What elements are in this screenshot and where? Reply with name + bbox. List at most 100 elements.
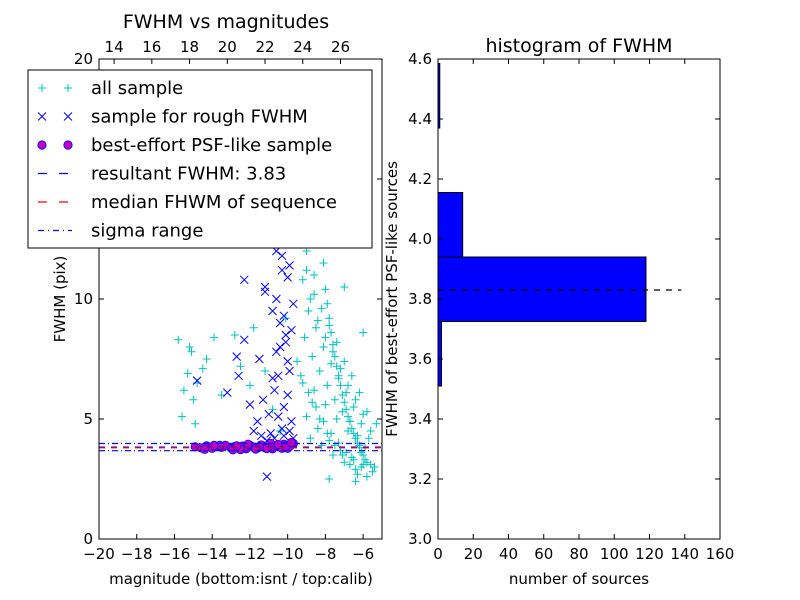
all-sample-point (202, 355, 211, 363)
all-sample-point (268, 405, 277, 414)
rough-sample-point (222, 388, 232, 397)
all-sample-point (362, 472, 371, 481)
histogram-axes: 0 20 40 60 80 100 120 140 160 3.0 3.2 3.4 3.6 3.8 4.0 4… (408, 50, 734, 563)
all-sample-point (185, 343, 194, 351)
rough-sample-point (283, 390, 293, 400)
legend-item: sigma range (38, 221, 203, 242)
psf-sample-point (250, 444, 261, 454)
histogram-xtick-label: 0 (433, 545, 443, 563)
rough-sample-point (288, 299, 298, 309)
all-sample-point (359, 328, 368, 337)
all-sample-point (210, 333, 219, 342)
all-sample-point (368, 467, 377, 476)
histogram-ytick-label: 3.0 (408, 530, 432, 548)
histogram-ytick-label: 3.4 (408, 410, 432, 428)
histogram-xtick-label: 120 (635, 545, 664, 563)
all-sample-point (198, 364, 207, 373)
all-sample-point (302, 266, 311, 275)
histogram-bar-2 (438, 192, 464, 258)
histogram-xtick-label: 40 (499, 545, 518, 563)
all-sample-point (366, 427, 375, 435)
all-sample-point (304, 388, 313, 397)
all-sample-point (306, 295, 315, 303)
scatter-title: FWHM vs magnitudes (123, 11, 329, 33)
psf-sample-point (200, 444, 210, 454)
all-sample-point (308, 352, 317, 361)
legend-marker (64, 84, 72, 92)
rough-sample-point (285, 426, 294, 436)
all-sample-point (359, 460, 368, 469)
all-sample-point (340, 357, 349, 366)
rough-sample-point (279, 431, 289, 441)
rough-sample-point (268, 306, 277, 316)
all-sample-point (319, 343, 328, 351)
all-sample-point (355, 388, 364, 397)
histogram-ytick-label: 3.8 (408, 290, 432, 308)
all-sample-point (300, 333, 309, 342)
rough-sample-point (275, 342, 285, 352)
legend-marker (63, 112, 73, 121)
all-sample-point (344, 381, 353, 390)
scatter-top-tick-label: 18 (180, 38, 199, 56)
all-sample-point (353, 431, 362, 440)
scatter-top-tick-label: 14 (105, 38, 124, 56)
scatter-ytick-label: 5 (83, 410, 93, 428)
rough-sample-point (271, 347, 281, 357)
scatter-xlabel: magnitude (bottom:isnt / top:calib) (109, 570, 373, 588)
scatter-top-tick-label: 24 (293, 38, 312, 56)
all-sample-point (319, 259, 328, 267)
all-sample-point (321, 333, 330, 342)
all-sample-point (351, 465, 360, 474)
all-sample-point (321, 400, 330, 409)
legend-item: median FHWM of sequence (38, 192, 337, 213)
all-sample-point (347, 453, 356, 462)
all-sample-point (342, 388, 351, 397)
all-sample-point (183, 369, 192, 378)
rough-sample-point (281, 330, 291, 340)
rough-sample-point (277, 251, 287, 261)
all-sample-point (317, 304, 326, 313)
histogram-xtick-label: 60 (534, 545, 553, 563)
legend-marker (63, 140, 73, 150)
scatter-top-tick-label: 20 (218, 38, 237, 56)
all-sample-point (357, 419, 366, 428)
histogram-marks (438, 63, 647, 387)
rough-sample-point (256, 431, 266, 441)
all-sample-point (315, 367, 324, 375)
histogram-bar-1 (438, 256, 647, 322)
histogram-ylabel: FWHM of best-effort PSF-like sources (383, 161, 401, 437)
psf-sample-point (262, 443, 272, 454)
rough-sample-point (255, 354, 264, 364)
all-sample-point (310, 386, 319, 395)
all-sample-point (328, 451, 337, 459)
all-sample-point (338, 451, 347, 459)
scatter-ytick-label: 20 (74, 50, 93, 68)
psf-sample-point (286, 437, 297, 448)
all-sample-point (353, 470, 362, 479)
all-sample-point (293, 357, 302, 366)
all-sample-point (330, 352, 339, 361)
all-sample-point (174, 335, 183, 344)
scatter-xtick-label: −6 (352, 545, 374, 563)
scatter-axes: −20−18−16−14−12−10−8−6051015201416182022… (74, 38, 382, 563)
rough-sample-point (279, 311, 289, 321)
legend-item: sample for rough FWHM (37, 107, 308, 128)
all-sample-point (298, 275, 307, 284)
all-sample-point (304, 307, 313, 315)
scatter-xtick-label: −8 (314, 545, 336, 563)
all-sample-point (351, 395, 360, 404)
all-sample-point (370, 463, 379, 471)
all-sample-point (317, 441, 326, 450)
all-sample-point (178, 412, 187, 421)
all-sample-point (236, 362, 245, 371)
histogram-ytick-label: 3.2 (408, 470, 432, 488)
all-sample-point (364, 434, 373, 443)
all-sample-point (338, 407, 347, 416)
rough-sample-point (253, 417, 262, 426)
legend-label: median FHWM of sequence (91, 192, 337, 213)
all-sample-point (327, 328, 336, 337)
histogram-title: histogram of FWHM (485, 35, 672, 57)
all-sample-point (325, 321, 334, 330)
rough-sample-point (266, 429, 276, 438)
rough-sample-point (270, 385, 279, 395)
